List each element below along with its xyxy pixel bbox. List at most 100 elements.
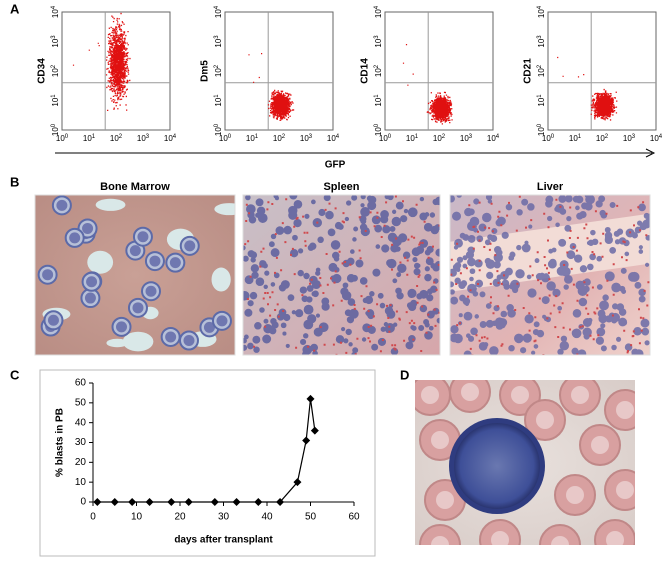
tick-base: 10 — [374, 38, 383, 47]
red-cell-center — [491, 531, 509, 545]
tick-base: 10 — [214, 38, 223, 47]
data-point — [184, 498, 193, 506]
tick-label: 104 — [650, 134, 663, 144]
tick-exp: 1 — [537, 94, 543, 98]
tick-exp: 4 — [537, 5, 543, 9]
tick-base: 10 — [379, 134, 388, 143]
nucleus — [47, 314, 59, 326]
tick-label: 103 — [623, 134, 636, 144]
tick-label: 104 — [327, 134, 340, 144]
tick-base: 10 — [623, 134, 632, 143]
nucleus — [132, 302, 144, 314]
y-tick-label: 40 — [75, 417, 87, 428]
tick-base: 10 — [164, 134, 173, 143]
tick-label: 103 — [537, 35, 547, 48]
tick-base: 10 — [214, 127, 223, 136]
tick-base: 10 — [460, 134, 469, 143]
red-cell-center — [591, 436, 609, 454]
x-axis-title: GFP — [325, 160, 346, 171]
tick-base: 10 — [51, 38, 60, 47]
image-frame — [449, 194, 651, 356]
y-tick-label: 20 — [75, 457, 87, 468]
x-tick-label: 30 — [218, 512, 230, 523]
x-tick-label: 60 — [348, 512, 360, 523]
tick-label: 101 — [569, 134, 582, 144]
y-tick-label: 30 — [75, 437, 87, 448]
tick-exp: 2 — [51, 64, 57, 68]
data-line — [97, 398, 316, 503]
tick-base: 10 — [374, 97, 383, 106]
y-axis-title: CD34 — [37, 58, 48, 84]
tick-base: 10 — [219, 134, 228, 143]
cell-cloud — [248, 53, 295, 121]
red-cell — [419, 524, 461, 545]
tick-exp: 0 — [374, 123, 380, 127]
data-point — [306, 394, 315, 403]
data-point — [145, 498, 154, 506]
tick-label: 102 — [51, 64, 61, 77]
tick-exp: 0 — [214, 123, 220, 127]
plot-frame — [224, 11, 334, 131]
panel-label: C — [10, 367, 20, 382]
blast-nucleus — [454, 423, 540, 509]
tick-base: 10 — [537, 97, 546, 106]
gap — [214, 203, 235, 216]
data-point — [232, 498, 241, 506]
red-cell-center — [421, 386, 439, 404]
tick-label: 104 — [164, 134, 177, 144]
image-title: Bone Marrow — [100, 181, 170, 193]
tick-label: 100 — [56, 134, 69, 144]
plot-frame — [61, 11, 171, 131]
data-point — [93, 498, 102, 506]
tick-exp: 4 — [173, 134, 177, 140]
tick-base: 10 — [273, 134, 282, 143]
data-point — [293, 478, 302, 487]
data-point — [254, 498, 263, 506]
tick-label: 100 — [219, 134, 232, 144]
tick-label: 102 — [596, 134, 609, 144]
y-axis-title: Dm5 — [200, 60, 211, 82]
nucleus — [169, 257, 181, 269]
tick-base: 10 — [569, 134, 578, 143]
data-point — [110, 498, 119, 506]
x-tick-label: 20 — [174, 512, 186, 523]
tick-label: 104 — [487, 134, 500, 144]
tick-base: 10 — [406, 134, 415, 143]
tick-base: 10 — [433, 134, 442, 143]
panel-label: D — [400, 367, 409, 382]
nucleus — [129, 245, 141, 257]
red-cell-center — [566, 486, 584, 504]
panel-label: A — [10, 1, 20, 16]
nucleus — [137, 231, 149, 243]
tick-label: 103 — [137, 134, 150, 144]
y-axis-title: % blasts in PB — [55, 408, 66, 477]
plot-frame — [384, 11, 494, 131]
tick-base: 10 — [214, 68, 223, 77]
nucleus — [149, 255, 161, 267]
tick-exp: 0 — [228, 134, 232, 140]
tick-exp: 2 — [442, 134, 446, 140]
tick-exp: 2 — [605, 134, 609, 140]
tick-exp: 3 — [374, 35, 380, 39]
tick-label: 101 — [51, 94, 61, 107]
tick-exp: 0 — [51, 123, 57, 127]
tick-label: 102 — [214, 64, 224, 77]
tick-label: 101 — [374, 94, 384, 107]
tick-exp: 4 — [659, 134, 663, 140]
image-title: Spleen — [323, 181, 359, 193]
tick-label: 103 — [214, 35, 224, 48]
nucleus — [116, 321, 128, 333]
histology-image — [243, 195, 440, 355]
data-point — [302, 436, 311, 445]
tick-exp: 3 — [146, 134, 150, 140]
y-axis-title: CD14 — [360, 58, 371, 84]
tick-exp: 4 — [496, 134, 500, 140]
tick-exp: 2 — [374, 64, 380, 68]
tick-base: 10 — [537, 68, 546, 77]
tick-exp: 1 — [214, 94, 220, 98]
image-title: Liver — [537, 181, 564, 193]
nucleus — [69, 232, 81, 244]
y-tick-label: 0 — [80, 497, 86, 508]
tick-exp: 1 — [255, 134, 259, 140]
tick-label: 102 — [537, 64, 547, 77]
